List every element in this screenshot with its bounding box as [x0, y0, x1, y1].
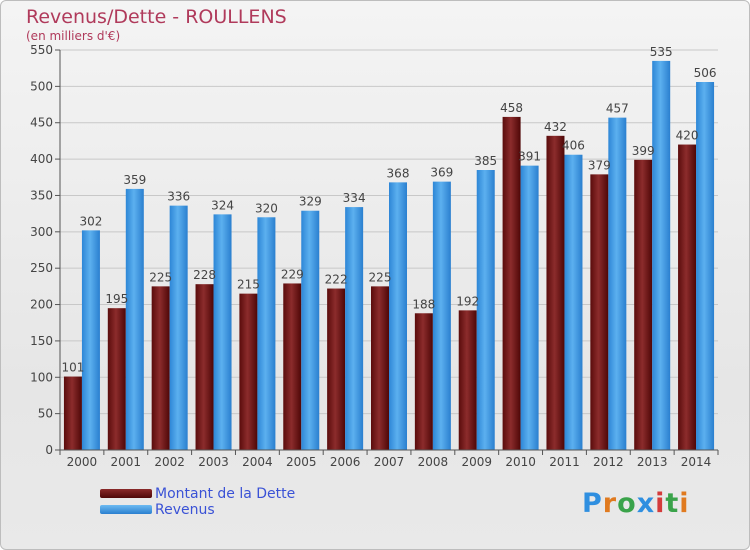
bar-revenus [169, 205, 188, 450]
data-label-dette: 192 [456, 294, 479, 308]
data-label-revenus: 334 [343, 191, 366, 205]
data-label-dette: 195 [105, 292, 128, 306]
data-label-revenus: 457 [606, 102, 629, 116]
y-tick-label: 400 [30, 152, 53, 166]
x-tick-label: 2000 [67, 455, 98, 469]
data-label-dette: 215 [237, 278, 260, 292]
bar-dette [678, 144, 697, 450]
x-tick-label: 2013 [637, 455, 668, 469]
y-tick-label: 350 [30, 188, 53, 202]
bar-dette [634, 159, 653, 450]
data-label-revenus: 506 [694, 66, 717, 80]
x-tick-label: 2004 [242, 455, 273, 469]
data-label-revenus: 535 [650, 45, 673, 59]
bar-revenus [696, 82, 715, 450]
legend-swatch-dette [100, 489, 152, 498]
bar-dette [371, 286, 389, 450]
x-tick-label: 2010 [505, 455, 536, 469]
bar-revenus [81, 230, 100, 450]
bar-dette [414, 313, 433, 450]
data-label-dette: 458 [500, 101, 523, 115]
proxiti-logo: Proxiti [582, 488, 690, 519]
bar-revenus [257, 217, 276, 450]
bar-dette [590, 174, 609, 450]
x-tick-label: 2002 [154, 455, 185, 469]
unit-label: (en milliers d'€) [26, 29, 121, 43]
chart-title: Revenus/Dette - ROULLENS [26, 6, 287, 28]
data-label-revenus: 320 [255, 201, 278, 215]
x-tick-label: 2001 [111, 455, 142, 469]
data-label-dette: 432 [544, 120, 567, 134]
y-tick-label: 500 [30, 79, 53, 93]
data-label-dette: 222 [325, 273, 348, 287]
bar-revenus [389, 182, 407, 450]
data-label-revenus: 385 [474, 154, 497, 168]
y-tick-label: 200 [30, 298, 53, 312]
data-label-dette: 228 [193, 268, 216, 282]
data-label-revenus: 359 [123, 173, 146, 187]
bar-dette [239, 293, 258, 450]
bar-dette [195, 284, 214, 450]
bar-revenus [125, 188, 144, 450]
bar-revenus [564, 154, 583, 450]
bar-revenus [213, 214, 232, 450]
data-label-revenus: 369 [430, 166, 453, 180]
data-label-revenus: 302 [79, 214, 102, 228]
data-label-revenus: 336 [167, 190, 190, 204]
y-tick-label: 150 [30, 334, 53, 348]
x-tick-label: 2008 [418, 455, 449, 469]
data-label-revenus: 324 [211, 198, 234, 212]
data-label-dette: 379 [588, 158, 611, 172]
bar-dette [283, 283, 302, 450]
bar-dette [151, 286, 170, 450]
bar-revenus [652, 60, 671, 451]
bar-dette [327, 288, 346, 450]
data-label-dette: 420 [676, 129, 699, 143]
legend-label-dette: Montant de la Dette [155, 486, 296, 502]
x-tick-label: 2006 [330, 455, 361, 469]
bar-revenus [345, 207, 364, 450]
bar-dette [107, 308, 126, 450]
data-label-revenus: 391 [518, 150, 541, 164]
data-label-dette: 229 [281, 267, 304, 281]
bar-revenus [520, 165, 539, 451]
data-label-revenus: 329 [299, 195, 322, 209]
bar-revenus [608, 117, 627, 451]
data-label-dette: 399 [632, 144, 655, 158]
bar-revenus [301, 210, 320, 450]
x-tick-label: 2012 [593, 455, 624, 469]
legend-swatch-revenus [100, 505, 152, 514]
x-tick-label: 2009 [461, 455, 492, 469]
data-label-dette: 101 [61, 361, 84, 375]
data-label-dette: 225 [369, 270, 392, 284]
bar-dette [502, 116, 521, 450]
x-tick-label: 2011 [549, 455, 580, 469]
data-label-revenus: 368 [387, 166, 410, 180]
y-tick-label: 300 [30, 225, 53, 239]
x-tick-label: 2014 [681, 455, 712, 469]
bar-dette [63, 376, 82, 450]
y-tick-label: 0 [45, 443, 53, 457]
x-tick-label: 2005 [286, 455, 317, 469]
bar-dette [458, 310, 477, 450]
y-tick-label: 50 [38, 407, 53, 421]
x-tick-label: 2007 [374, 455, 405, 469]
y-tick-label: 550 [30, 43, 53, 57]
bar-revenus [432, 181, 451, 451]
y-tick-label: 250 [30, 261, 53, 275]
x-tick-label: 2003 [198, 455, 229, 469]
data-label-dette: 188 [412, 297, 435, 311]
data-label-revenus: 406 [562, 139, 585, 153]
bar-revenus [476, 170, 495, 450]
bar-dette [546, 135, 565, 450]
data-label-dette: 225 [149, 270, 172, 284]
legend-label-revenus: Revenus [155, 502, 215, 518]
y-tick-label: 450 [30, 116, 53, 130]
y-tick-label: 100 [30, 370, 53, 384]
